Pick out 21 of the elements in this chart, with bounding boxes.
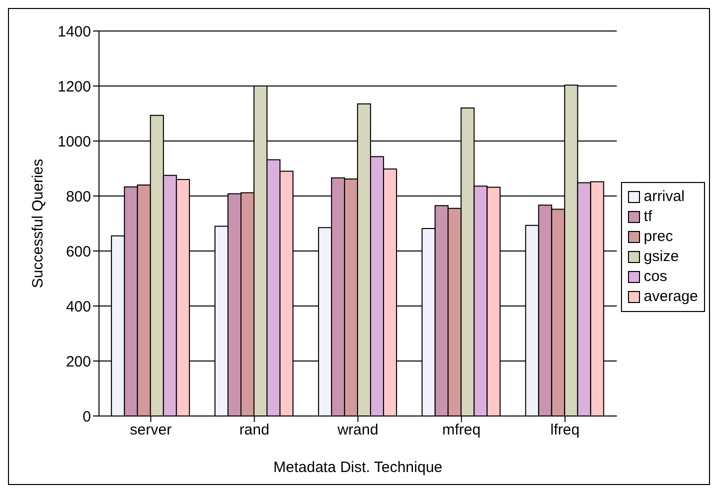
- y-axis-title: Successful Queries: [29, 158, 46, 288]
- y-tick-label: 1200: [58, 78, 91, 96]
- legend-label: gsize: [644, 246, 679, 266]
- y-tick-label: 1000: [58, 133, 91, 150]
- x-tick-label: wrand: [336, 422, 378, 439]
- legend-label: average: [644, 286, 698, 306]
- y-tick-label: 400: [66, 298, 91, 316]
- y-tick-label: 1400: [58, 23, 91, 40]
- y-tick-label: 0: [82, 408, 91, 426]
- x-tick-label: mfreq: [442, 422, 481, 439]
- legend-label: tf: [644, 206, 652, 226]
- x-tick-label: server: [130, 422, 172, 439]
- y-tick-label: 600: [66, 243, 91, 260]
- legend-label: cos: [644, 266, 668, 286]
- legend-label: prec: [644, 226, 673, 246]
- y-tick-label: 800: [66, 188, 91, 206]
- y-tick-label: 200: [66, 353, 91, 370]
- x-axis-title: Metadata Dist. Technique: [273, 459, 442, 476]
- legend-label: arrival: [644, 186, 685, 206]
- x-tick-label: rand: [239, 422, 270, 439]
- x-tick-label: lfreq: [550, 422, 580, 439]
